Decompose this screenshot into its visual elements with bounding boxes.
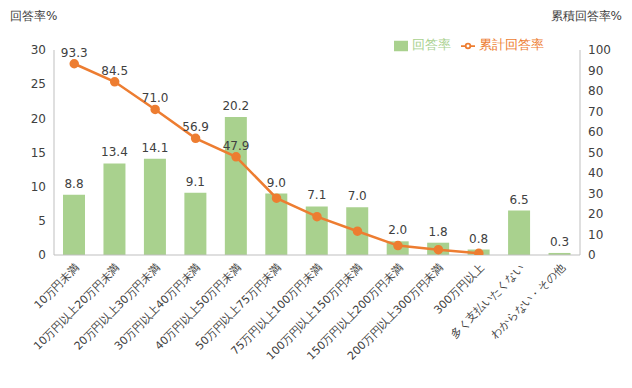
svg-text:25: 25 bbox=[31, 77, 46, 91]
svg-text:0: 0 bbox=[38, 248, 46, 262]
svg-text:2.0: 2.0 bbox=[388, 223, 407, 237]
svg-text:20: 20 bbox=[588, 207, 603, 221]
svg-text:10: 10 bbox=[31, 180, 46, 194]
svg-text:300万円以上: 300万円以上 bbox=[431, 261, 487, 317]
svg-text:多く支払いたくない: 多く支払いたくない bbox=[448, 261, 527, 340]
svg-text:わからない・その他: わからない・その他 bbox=[488, 261, 567, 340]
svg-text:9.1: 9.1 bbox=[186, 175, 205, 189]
svg-text:93.3: 93.3 bbox=[61, 46, 88, 60]
svg-text:1.8: 1.8 bbox=[429, 225, 448, 239]
svg-text:8.8: 8.8 bbox=[64, 177, 83, 191]
svg-text:7.0: 7.0 bbox=[348, 189, 367, 203]
svg-text:100万円以上150万円未満: 100万円以上150万円未満 bbox=[264, 261, 366, 363]
html-text:累積回答率%: 累積回答率% bbox=[550, 9, 622, 23]
svg-text:0.3: 0.3 bbox=[550, 235, 569, 249]
svg-text:30: 30 bbox=[31, 43, 46, 57]
svg-text:10万円未満: 10万円未満 bbox=[31, 261, 82, 312]
svg-text:30万円以上40万円未満: 30万円以上40万円未満 bbox=[112, 261, 204, 353]
svg-text:200万円以上300万円未満: 200万円以上300万円未満 bbox=[345, 261, 446, 362]
svg-text:100: 100 bbox=[588, 43, 611, 57]
svg-text:71.0: 71.0 bbox=[142, 91, 169, 105]
svg-text:0: 0 bbox=[588, 248, 596, 262]
html-text:累計回答率: 累計回答率 bbox=[479, 37, 544, 52]
svg-text:40: 40 bbox=[588, 166, 603, 180]
svg-text:90: 90 bbox=[588, 64, 603, 78]
html-text:回答率: 回答率 bbox=[412, 37, 451, 52]
svg-text:10: 10 bbox=[588, 228, 603, 242]
svg-text:6.5: 6.5 bbox=[510, 193, 529, 207]
svg-text:56.9: 56.9 bbox=[182, 120, 209, 134]
svg-text:84.5: 84.5 bbox=[101, 64, 128, 78]
svg-text:0.8: 0.8 bbox=[469, 232, 488, 246]
svg-text:20万円以上30万円未満: 20万円以上30万円未満 bbox=[71, 261, 163, 353]
html-text:回答率%: 回答率% bbox=[10, 9, 58, 23]
svg-text:13.4: 13.4 bbox=[101, 145, 128, 159]
svg-text:40万円以上50万円未満: 40万円以上50万円未満 bbox=[152, 261, 244, 353]
svg-text:10万円以上20万円未満: 10万円以上20万円未満 bbox=[31, 261, 123, 353]
svg-text:15: 15 bbox=[31, 146, 46, 160]
svg-text:20.2: 20.2 bbox=[222, 99, 249, 113]
svg-text:7.1: 7.1 bbox=[307, 188, 326, 202]
svg-text:50: 50 bbox=[588, 146, 603, 160]
svg-text:9.0: 9.0 bbox=[267, 176, 286, 190]
svg-text:47.9: 47.9 bbox=[223, 139, 250, 153]
svg-text:70: 70 bbox=[588, 105, 603, 119]
svg-text:20: 20 bbox=[31, 112, 46, 126]
svg-text:75万円以上100万円未満: 75万円以上100万円未満 bbox=[228, 261, 325, 358]
svg-text:80: 80 bbox=[588, 84, 603, 98]
svg-text:5: 5 bbox=[38, 214, 46, 228]
svg-text:150万円以上200万円未満: 150万円以上200万円未満 bbox=[304, 261, 406, 363]
svg-text:60: 60 bbox=[588, 125, 603, 139]
svg-text:14.1: 14.1 bbox=[142, 141, 169, 155]
svg-text:50万円以上75万円未満: 50万円以上75万円未満 bbox=[193, 261, 285, 353]
svg-text:30: 30 bbox=[588, 187, 603, 201]
